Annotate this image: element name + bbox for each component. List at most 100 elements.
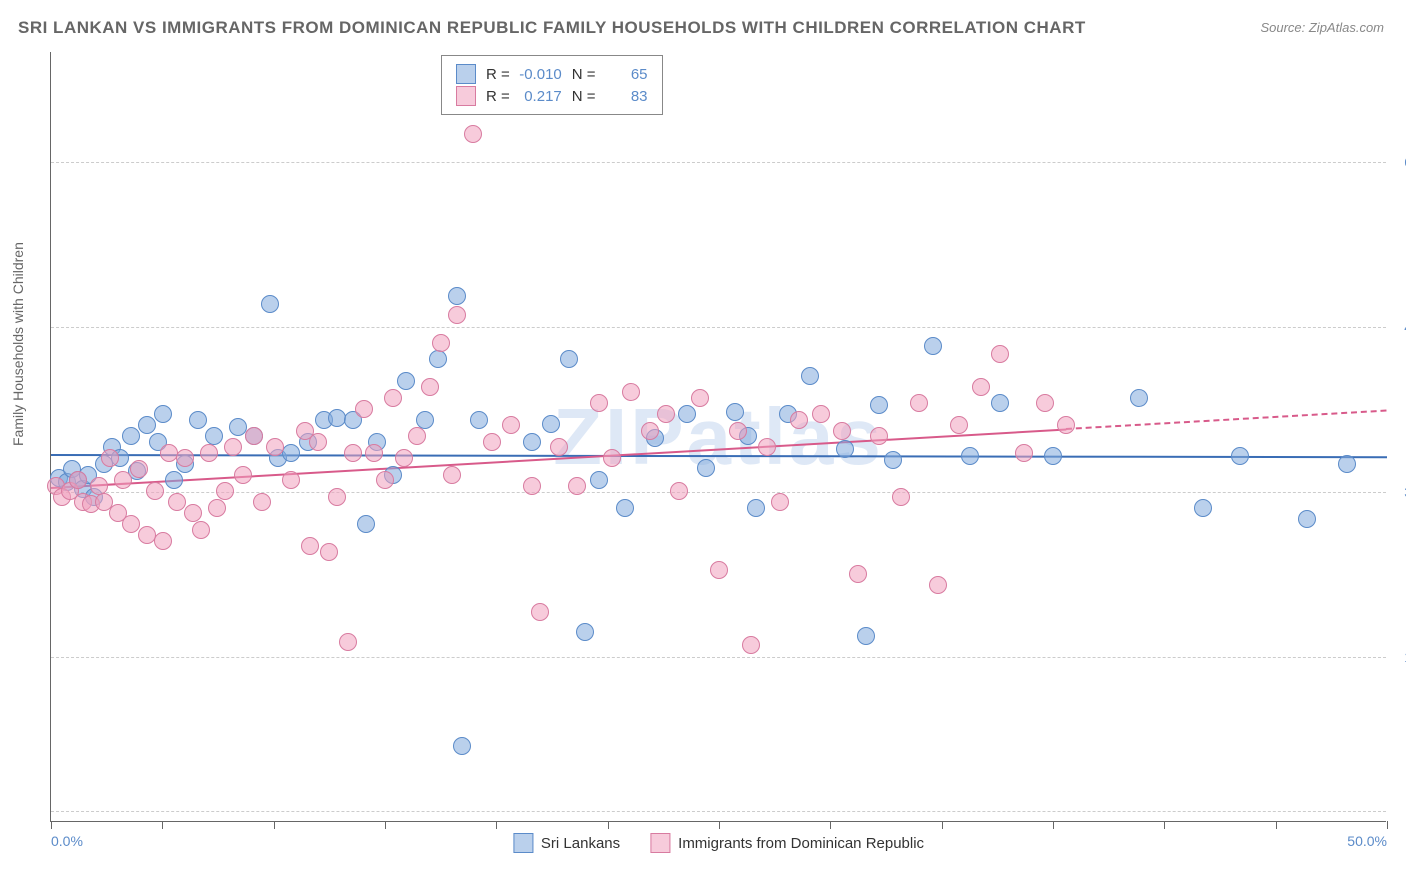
data-point xyxy=(790,411,808,429)
data-point xyxy=(189,411,207,429)
data-point xyxy=(261,295,279,313)
data-point xyxy=(870,427,888,445)
data-point xyxy=(154,532,172,550)
data-point xyxy=(200,444,218,462)
data-point xyxy=(130,460,148,478)
stats-legend: R =-0.010 N =65 R =0.217 N =83 xyxy=(441,55,663,115)
data-point xyxy=(1194,499,1212,517)
data-point xyxy=(357,515,375,533)
x-tick xyxy=(830,821,831,829)
data-point xyxy=(836,440,854,458)
data-point xyxy=(266,438,284,456)
trend-line xyxy=(1066,409,1387,429)
data-point xyxy=(101,449,119,467)
data-point xyxy=(870,396,888,414)
r-value-2: 0.217 xyxy=(516,88,562,105)
n-value-1: 65 xyxy=(602,66,648,83)
stats-row-2: R =0.217 N =83 xyxy=(456,86,648,106)
data-point xyxy=(205,427,223,445)
data-point xyxy=(590,471,608,489)
data-point xyxy=(395,449,413,467)
data-point xyxy=(355,400,373,418)
data-point xyxy=(397,372,415,390)
data-point xyxy=(443,466,461,484)
y-axis-label: Family Households with Children xyxy=(10,242,26,446)
data-point xyxy=(1338,455,1356,473)
legend-item-1: Sri Lankans xyxy=(513,833,620,853)
source-label: Source: ZipAtlas.com xyxy=(1260,20,1384,35)
legend-item-2: Immigrants from Dominican Republic xyxy=(650,833,924,853)
x-tick xyxy=(1276,821,1277,829)
x-tick-label: 50.0% xyxy=(1347,833,1387,849)
chart-plot-area: ZIPatlas R =-0.010 N =65 R =0.217 N =83 … xyxy=(50,52,1386,822)
data-point xyxy=(729,422,747,440)
data-point xyxy=(758,438,776,456)
data-point xyxy=(421,378,439,396)
data-point xyxy=(245,427,263,445)
data-point xyxy=(502,416,520,434)
data-point xyxy=(691,389,709,407)
data-point xyxy=(464,125,482,143)
data-point xyxy=(282,444,300,462)
legend-label-1: Sri Lankans xyxy=(541,835,620,852)
gridline xyxy=(51,162,1386,163)
data-point xyxy=(616,499,634,517)
x-tick xyxy=(942,821,943,829)
data-point xyxy=(523,477,541,495)
data-point xyxy=(801,367,819,385)
data-point xyxy=(470,411,488,429)
x-tick xyxy=(719,821,720,829)
data-point xyxy=(320,543,338,561)
data-point xyxy=(432,334,450,352)
x-tick xyxy=(385,821,386,829)
data-point xyxy=(991,345,1009,363)
data-point xyxy=(910,394,928,412)
data-point xyxy=(710,561,728,579)
data-point xyxy=(523,433,541,451)
data-point xyxy=(812,405,830,423)
data-point xyxy=(670,482,688,500)
chart-title: SRI LANKAN VS IMMIGRANTS FROM DOMINICAN … xyxy=(18,18,1086,38)
data-point xyxy=(344,444,362,462)
data-point xyxy=(1130,389,1148,407)
data-point xyxy=(884,451,902,469)
data-point xyxy=(168,493,186,511)
gridline xyxy=(51,327,1386,328)
x-tick-label: 0.0% xyxy=(51,833,83,849)
data-point xyxy=(416,411,434,429)
data-point xyxy=(924,337,942,355)
data-point xyxy=(742,636,760,654)
data-point xyxy=(1015,444,1033,462)
gridline xyxy=(51,657,1386,658)
trend-line xyxy=(51,454,1387,458)
data-point xyxy=(282,471,300,489)
data-point xyxy=(972,378,990,396)
data-point xyxy=(1231,447,1249,465)
data-point xyxy=(138,416,156,434)
data-point xyxy=(991,394,1009,412)
data-point xyxy=(849,565,867,583)
data-point xyxy=(590,394,608,412)
data-point xyxy=(453,737,471,755)
n-value-2: 83 xyxy=(602,88,648,105)
data-point xyxy=(929,576,947,594)
x-tick xyxy=(51,821,52,829)
data-point xyxy=(384,389,402,407)
data-point xyxy=(253,493,271,511)
data-point xyxy=(576,623,594,641)
series-legend: Sri Lankans Immigrants from Dominican Re… xyxy=(513,833,924,853)
data-point xyxy=(961,447,979,465)
data-point xyxy=(726,403,744,421)
data-point xyxy=(339,633,357,651)
data-point xyxy=(184,504,202,522)
data-point xyxy=(657,405,675,423)
data-point xyxy=(568,477,586,495)
data-point xyxy=(365,444,383,462)
data-point xyxy=(165,471,183,489)
legend-label-2: Immigrants from Dominican Republic xyxy=(678,835,924,852)
r-value-1: -0.010 xyxy=(516,66,562,83)
data-point xyxy=(122,515,140,533)
swatch-series-2 xyxy=(456,86,476,106)
data-point xyxy=(603,449,621,467)
data-point xyxy=(560,350,578,368)
